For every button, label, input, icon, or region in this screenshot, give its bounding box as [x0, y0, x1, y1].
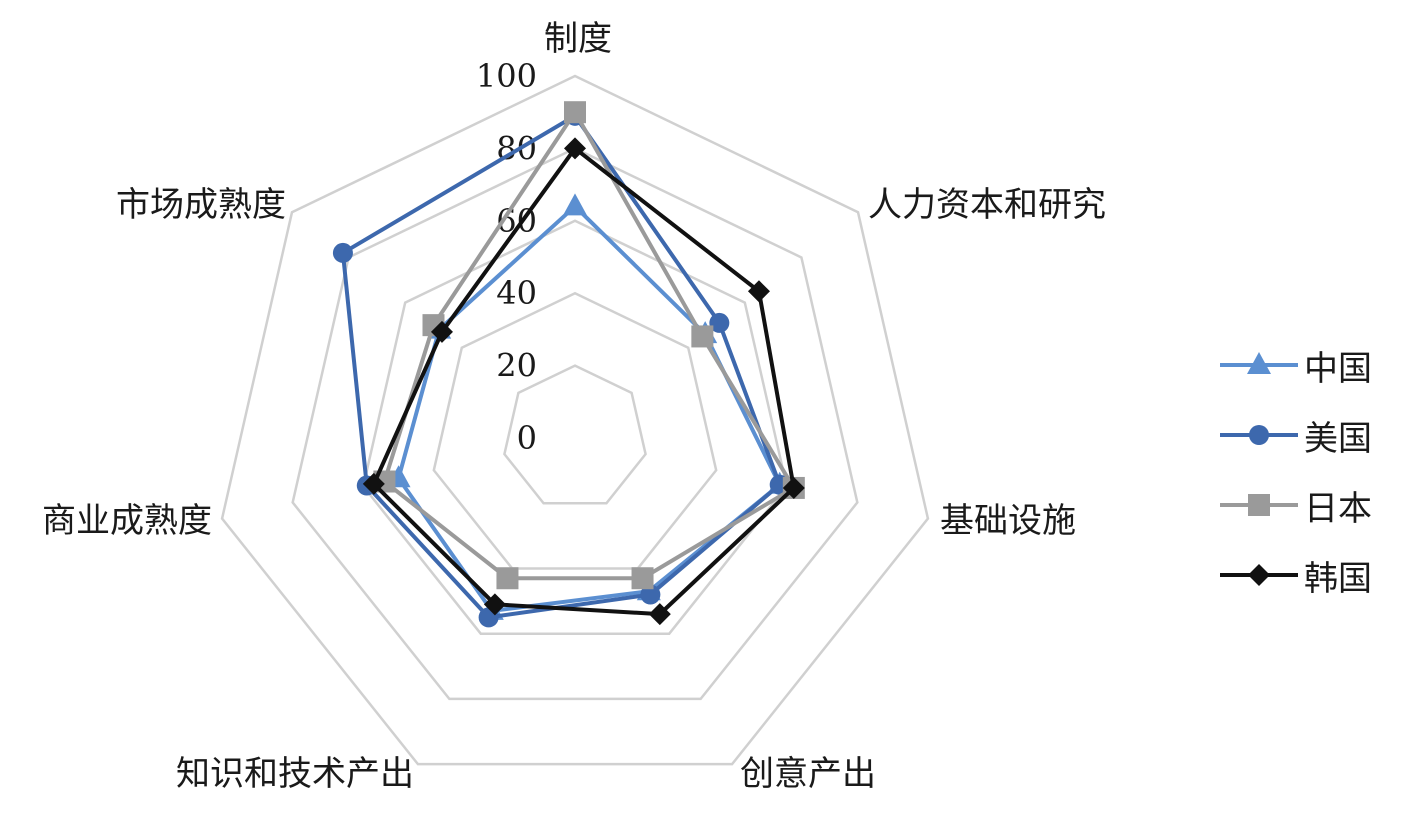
grid-ring-100	[220, 74, 930, 766]
axis-label: 商业成熟度	[42, 501, 212, 541]
legend-swatch	[1220, 352, 1298, 374]
data-point	[564, 137, 586, 160]
legend-item: 日本	[1218, 470, 1408, 540]
grid-ring-40	[432, 291, 718, 570]
series-line	[340, 113, 782, 620]
data-point	[430, 320, 453, 343]
series-layer	[332, 101, 805, 628]
legend-marker	[1249, 425, 1269, 445]
series-line	[382, 110, 796, 581]
legend-item: 中国	[1218, 330, 1408, 400]
axis-label: 制度	[544, 19, 612, 59]
grid-ring-60	[361, 219, 789, 635]
legend-label: 韩国	[1304, 558, 1372, 599]
data-point	[782, 476, 805, 499]
grid-ring-80	[291, 147, 859, 701]
data-point	[483, 593, 506, 616]
legend-marker	[1248, 564, 1270, 586]
series-line	[396, 204, 782, 613]
series-diamond	[362, 137, 805, 626]
radar-grid	[220, 74, 930, 766]
r-tick-label: 0	[517, 419, 537, 457]
r-tick-label: 100	[476, 57, 537, 95]
data-point	[747, 280, 770, 303]
data-point	[640, 584, 661, 605]
r-tick-label: 20	[496, 347, 537, 385]
data-point	[496, 567, 519, 590]
data-point	[332, 242, 353, 263]
grid-ring-20	[503, 364, 647, 505]
legend-label: 美国	[1304, 418, 1372, 459]
legend-marker	[1247, 352, 1271, 374]
data-point	[631, 567, 654, 590]
data-point	[648, 603, 671, 626]
data-point	[563, 193, 587, 216]
series-line	[371, 146, 796, 617]
axis-label: 市场成熟度	[116, 185, 286, 225]
legend-marker	[1248, 494, 1270, 516]
legend: 中国 美国 日本 韩国	[1218, 330, 1408, 610]
legend-item: 美国	[1218, 400, 1408, 470]
data-point	[564, 101, 586, 124]
legend-swatch	[1220, 494, 1298, 516]
legend-label: 中国	[1304, 348, 1372, 389]
axis-label: 创意产出	[740, 754, 876, 794]
legend-swatch	[1220, 564, 1298, 586]
data-point	[709, 312, 730, 333]
data-point	[362, 472, 385, 495]
legend-label: 日本	[1304, 488, 1372, 529]
r-tick-label: 40	[496, 274, 537, 312]
legend-swatch	[1220, 425, 1298, 445]
legend-item: 韩国	[1218, 540, 1408, 610]
data-point	[691, 325, 714, 348]
axis-label: 基础设施	[940, 501, 1076, 541]
axis-label: 人力资本和研究	[868, 185, 1106, 225]
axis-label: 知识和技术产出	[176, 754, 414, 794]
